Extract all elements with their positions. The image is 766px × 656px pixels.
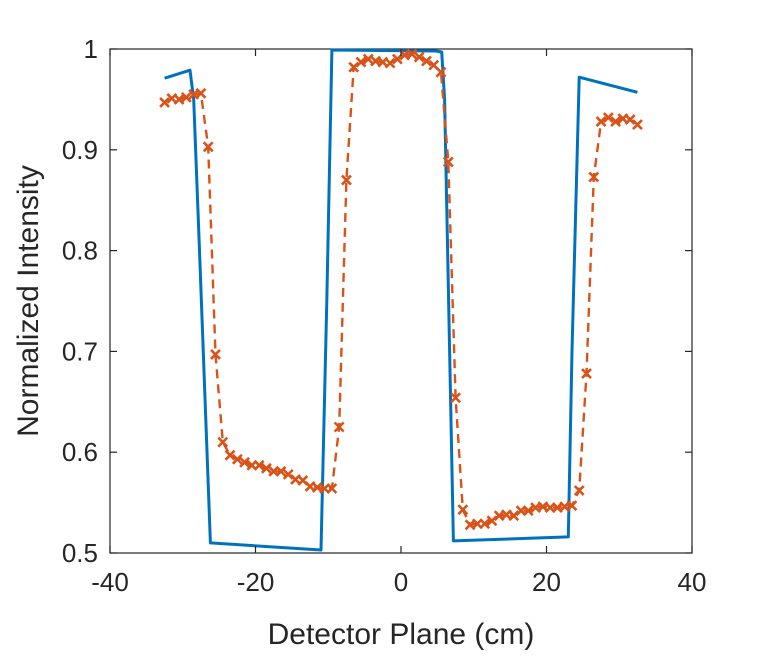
series-2-point bbox=[195, 87, 207, 99]
series-2-point bbox=[573, 485, 585, 496]
series-2-point bbox=[253, 459, 265, 471]
series-2-point bbox=[362, 53, 374, 65]
series-2-point bbox=[508, 510, 520, 522]
series-2-point bbox=[384, 57, 396, 69]
series-2-point bbox=[486, 515, 498, 527]
series-2-point bbox=[566, 500, 578, 512]
series-2-point bbox=[341, 174, 352, 186]
x-tick-label: 20 bbox=[532, 567, 561, 597]
series-2-point bbox=[355, 56, 367, 68]
series-2-point bbox=[333, 421, 345, 433]
series-2-point bbox=[435, 66, 447, 78]
series-2-point bbox=[588, 171, 600, 183]
series-2-point bbox=[479, 518, 491, 530]
series-2-point bbox=[602, 112, 614, 123]
series-2-point bbox=[217, 436, 229, 448]
series-2-point bbox=[406, 48, 418, 60]
y-tick-label: 0.5 bbox=[62, 538, 98, 568]
series-2-point bbox=[180, 91, 192, 103]
ticks-layer: -40 -20 0 20 40 0.5 0.6 0.7 0.8 0.9 1 bbox=[62, 34, 707, 597]
series-2-point bbox=[159, 97, 170, 108]
x-tick-label: -20 bbox=[237, 567, 275, 597]
y-tick-label: 0.6 bbox=[62, 437, 98, 467]
y-tick-label: 0.7 bbox=[62, 336, 98, 366]
y-tick-label: 0.9 bbox=[62, 135, 98, 165]
series-2-point bbox=[326, 483, 338, 494]
series-2-point bbox=[282, 468, 294, 480]
series-2-point bbox=[391, 53, 403, 65]
series-2-point bbox=[275, 465, 287, 477]
series-2-line bbox=[164, 52, 639, 526]
series-2-point bbox=[239, 456, 251, 468]
x-tick-label: 0 bbox=[394, 567, 408, 597]
series-2-point bbox=[210, 349, 221, 360]
series-2-point bbox=[260, 462, 272, 474]
y-tick-label: 0.8 bbox=[62, 236, 98, 266]
series-2-point bbox=[457, 504, 469, 516]
series-2-point bbox=[581, 368, 592, 379]
series-2-point bbox=[202, 141, 214, 153]
series-2-point bbox=[348, 61, 360, 73]
series-2-point bbox=[421, 55, 432, 67]
data-layer bbox=[159, 48, 643, 552]
series-2-point bbox=[442, 156, 454, 168]
x-tick-label: -40 bbox=[91, 567, 129, 597]
y-axis-label: Normalized Intensity bbox=[12, 165, 45, 437]
series-2-point bbox=[632, 119, 643, 131]
series-2-point bbox=[610, 116, 622, 127]
series-2-point bbox=[224, 449, 236, 461]
series-2-point bbox=[173, 93, 185, 105]
series-2-point bbox=[413, 51, 425, 63]
series-2-point bbox=[231, 453, 243, 465]
x-tick-label: 40 bbox=[678, 567, 707, 597]
series-2-point bbox=[522, 505, 534, 517]
series-1-line bbox=[164, 48, 638, 552]
y-tick-label: 1 bbox=[84, 34, 98, 64]
series-2-point bbox=[624, 114, 636, 125]
series-2-point bbox=[450, 392, 461, 404]
series-2-point bbox=[595, 116, 607, 127]
x-axis-label: Detector Plane (cm) bbox=[268, 618, 535, 651]
